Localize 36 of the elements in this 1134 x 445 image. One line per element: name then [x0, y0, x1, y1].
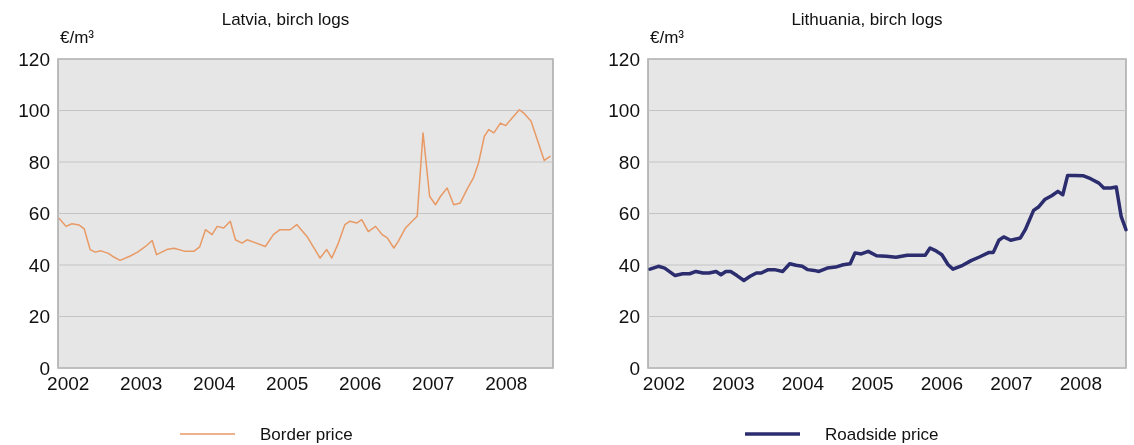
y-tick-label: 80 — [618, 151, 640, 173]
x-tick-label: 2007 — [990, 373, 1033, 394]
x-tick-label: 2002 — [642, 373, 686, 394]
legend-label: Roadside price — [825, 424, 939, 444]
x-tick-label: 2006 — [920, 373, 964, 394]
line-series — [648, 173, 1128, 283]
y-tick-label: 20 — [618, 306, 640, 328]
x-tick-label: 2007 — [412, 373, 455, 394]
y-tick-label: 120 — [18, 48, 50, 70]
y-tick-label: 60 — [28, 203, 50, 225]
y-tick-label: 40 — [28, 254, 50, 276]
y-axis-title: €/m³ — [60, 27, 95, 47]
x-tick-label: 2008 — [485, 373, 528, 394]
y-tick-label: 0 — [629, 357, 640, 379]
x-tick-label: 2004 — [781, 373, 825, 394]
y-tick-label: 60 — [618, 203, 640, 225]
x-tick-label: 2003 — [120, 373, 163, 394]
y-tick-label: 20 — [28, 306, 50, 328]
x-tick-label: 2004 — [193, 373, 236, 394]
y-tick-label: 80 — [28, 151, 50, 173]
x-tick-label: 2005 — [851, 373, 894, 394]
x-tick-label: 2006 — [339, 373, 382, 394]
x-tick-label: 2005 — [266, 373, 309, 394]
line-series — [58, 108, 551, 262]
x-tick-label: 2003 — [712, 373, 755, 394]
y-tick-label: 100 — [18, 100, 50, 122]
x-tick-label: 2008 — [1059, 373, 1102, 394]
y-tick-label: 0 — [39, 357, 50, 379]
legend-label: Border price — [260, 424, 353, 444]
y-axis-title: €/m³ — [650, 27, 685, 47]
x-tick-label: 2002 — [47, 373, 90, 394]
chart-title: Lithuania, birch logs — [791, 9, 943, 29]
y-tick-label: 40 — [618, 254, 640, 276]
chart-title: Latvia, birch logs — [221, 9, 350, 29]
y-tick-label: 120 — [608, 48, 640, 70]
y-tick-label: 100 — [608, 100, 640, 122]
